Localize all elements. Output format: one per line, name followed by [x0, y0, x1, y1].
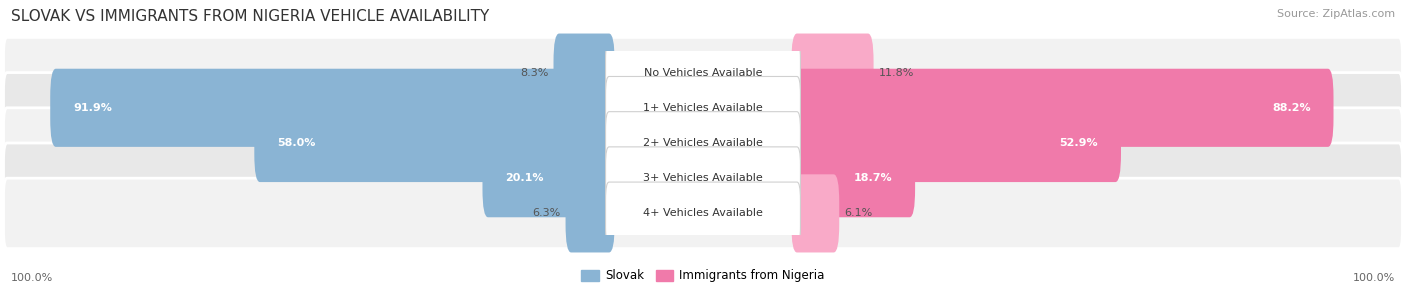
FancyBboxPatch shape: [4, 143, 1402, 213]
FancyBboxPatch shape: [606, 182, 800, 245]
FancyBboxPatch shape: [554, 33, 614, 112]
Text: 3+ Vehicles Available: 3+ Vehicles Available: [643, 173, 763, 183]
FancyBboxPatch shape: [792, 104, 1121, 182]
FancyBboxPatch shape: [51, 69, 614, 147]
FancyBboxPatch shape: [4, 108, 1402, 178]
Text: 1+ Vehicles Available: 1+ Vehicles Available: [643, 103, 763, 113]
Text: 6.3%: 6.3%: [533, 208, 561, 219]
FancyBboxPatch shape: [4, 73, 1402, 143]
Text: 8.3%: 8.3%: [520, 67, 548, 78]
Text: 18.7%: 18.7%: [853, 173, 893, 183]
Text: 58.0%: 58.0%: [277, 138, 316, 148]
Text: 6.1%: 6.1%: [844, 208, 872, 219]
Text: 11.8%: 11.8%: [879, 67, 914, 78]
FancyBboxPatch shape: [254, 104, 614, 182]
Text: 2+ Vehicles Available: 2+ Vehicles Available: [643, 138, 763, 148]
Text: 100.0%: 100.0%: [1353, 273, 1395, 283]
Text: Source: ZipAtlas.com: Source: ZipAtlas.com: [1277, 9, 1395, 19]
FancyBboxPatch shape: [792, 139, 915, 217]
FancyBboxPatch shape: [792, 174, 839, 253]
Text: SLOVAK VS IMMIGRANTS FROM NIGERIA VEHICLE AVAILABILITY: SLOVAK VS IMMIGRANTS FROM NIGERIA VEHICL…: [11, 9, 489, 23]
FancyBboxPatch shape: [4, 37, 1402, 108]
FancyBboxPatch shape: [792, 33, 873, 112]
Text: 52.9%: 52.9%: [1059, 138, 1098, 148]
Text: 4+ Vehicles Available: 4+ Vehicles Available: [643, 208, 763, 219]
FancyBboxPatch shape: [606, 147, 800, 210]
FancyBboxPatch shape: [606, 112, 800, 174]
Text: 20.1%: 20.1%: [505, 173, 544, 183]
FancyBboxPatch shape: [482, 139, 614, 217]
Text: 91.9%: 91.9%: [73, 103, 112, 113]
FancyBboxPatch shape: [4, 178, 1402, 249]
Text: No Vehicles Available: No Vehicles Available: [644, 67, 762, 78]
FancyBboxPatch shape: [565, 174, 614, 253]
FancyBboxPatch shape: [792, 69, 1333, 147]
Text: 100.0%: 100.0%: [11, 273, 53, 283]
FancyBboxPatch shape: [606, 41, 800, 104]
FancyBboxPatch shape: [606, 76, 800, 139]
Legend: Slovak, Immigrants from Nigeria: Slovak, Immigrants from Nigeria: [576, 265, 830, 286]
Text: 88.2%: 88.2%: [1272, 103, 1310, 113]
